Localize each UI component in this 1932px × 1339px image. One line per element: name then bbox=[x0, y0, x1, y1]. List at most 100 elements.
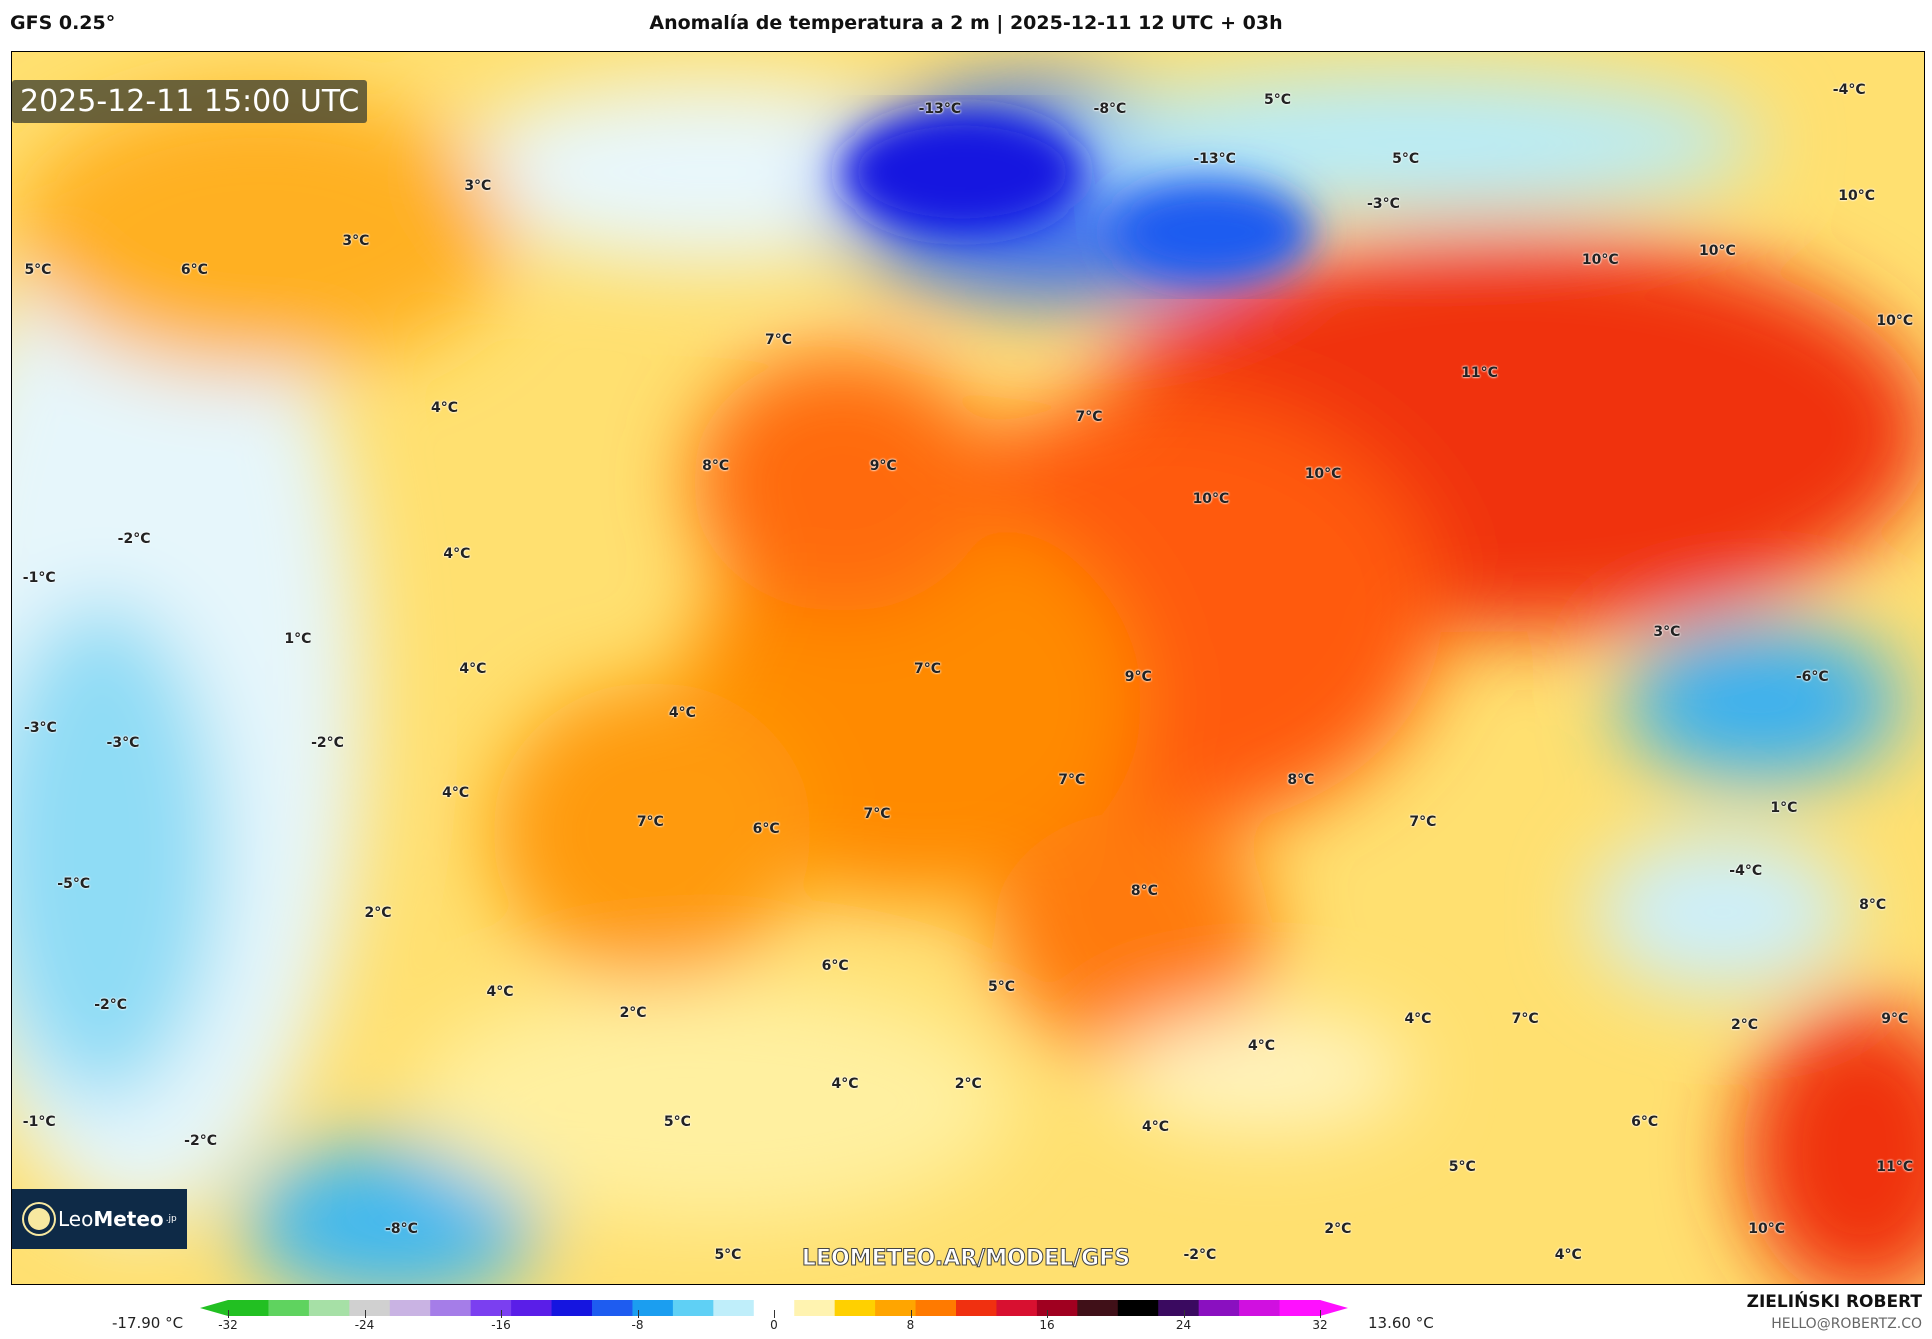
colorbar-swatch bbox=[753, 1300, 795, 1316]
colorbar-swatch bbox=[1198, 1300, 1240, 1316]
watermark: LEOMETEO.AR/MODEL/GFS bbox=[801, 1246, 1131, 1272]
contour-label: 2°C bbox=[1324, 1221, 1352, 1238]
colorbar-swatch bbox=[551, 1300, 593, 1316]
contour-label: -6°C bbox=[1795, 669, 1829, 686]
author-email[interactable]: HELLO@ROBERTZ.CO bbox=[1771, 1316, 1922, 1332]
colorbar-tick-mark bbox=[1047, 1310, 1048, 1318]
contour-label: 4°C bbox=[1404, 1010, 1432, 1027]
colorbar-swatch bbox=[308, 1300, 350, 1316]
valid-time-stamp: 2025-12-11 15:00 UTC bbox=[12, 80, 368, 123]
colorbar-swatch bbox=[713, 1300, 755, 1316]
colorbar-swatch bbox=[632, 1300, 674, 1316]
colorbar-extend-arrow bbox=[200, 1300, 228, 1316]
colorbar-swatch bbox=[511, 1300, 553, 1316]
contour-label: -2°C bbox=[184, 1132, 218, 1149]
contour-label: 10°C bbox=[1698, 243, 1736, 260]
contour-label: 10°C bbox=[1581, 251, 1619, 268]
contour-label: 7°C bbox=[914, 660, 942, 677]
colorbar-swatch bbox=[956, 1300, 997, 1316]
anomaly-field bbox=[12, 52, 1924, 1284]
contour-label: 5°C bbox=[663, 1114, 691, 1131]
colorbar bbox=[200, 1300, 1348, 1316]
contour-label: 7°C bbox=[863, 806, 891, 823]
contour-label: 4°C bbox=[1554, 1247, 1582, 1264]
colorbar-max-label: 13.60 °C bbox=[1368, 1314, 1434, 1332]
colorbar-tick-label: 32 bbox=[1312, 1318, 1328, 1332]
colorbar-swatch bbox=[1279, 1300, 1321, 1316]
colorbar-tick-mark bbox=[637, 1310, 639, 1318]
author-credit: ZIELIŃSKI ROBERT bbox=[1746, 1292, 1922, 1312]
contour-label: -2°C bbox=[311, 734, 344, 751]
contour-label: 5°C bbox=[987, 978, 1016, 995]
colorbar-tick-mark bbox=[1320, 1310, 1321, 1318]
colorbar-swatch bbox=[1117, 1300, 1159, 1316]
contour-label: 3°C bbox=[342, 233, 370, 250]
logo-text-light: Leo bbox=[58, 1207, 94, 1231]
contour-label: 3°C bbox=[464, 177, 492, 194]
contour-label: 8°C bbox=[702, 457, 730, 474]
colorbar-swatch bbox=[834, 1300, 876, 1316]
colorbar-swatch bbox=[592, 1300, 633, 1316]
contour-label: -4°C bbox=[1832, 81, 1866, 98]
contour-label: 9°C bbox=[869, 457, 897, 474]
colorbar-swatch bbox=[1077, 1300, 1119, 1316]
colorbar-tick-mark bbox=[364, 1310, 366, 1318]
contour-label: 7°C bbox=[764, 331, 792, 348]
colorbar-swatch bbox=[470, 1300, 512, 1316]
colorbar-swatch bbox=[389, 1300, 431, 1316]
logo-suffix: .jp bbox=[165, 1214, 177, 1224]
contour-label: -4°C bbox=[1729, 862, 1763, 879]
contour-label: -2°C bbox=[1183, 1247, 1217, 1264]
contour-label: 1°C bbox=[1770, 800, 1798, 817]
colorbar-swatch bbox=[996, 1300, 1038, 1316]
contour-label: -1°C bbox=[22, 569, 56, 586]
contour-label: 7°C bbox=[1409, 813, 1437, 830]
contour-label: 7°C bbox=[1058, 771, 1086, 788]
temperature-anomaly-map[interactable]: -13°C -8°C 5°C -4°C -13°C 5°C -3°C 10°C 3°C 3°C 6°… bbox=[11, 51, 1925, 1285]
contour-label: 5°C bbox=[1392, 150, 1420, 167]
contour-label: -13°C bbox=[1193, 150, 1236, 167]
contour-label: 7°C bbox=[1511, 1010, 1539, 1027]
contour-label: 9°C bbox=[1881, 1010, 1909, 1027]
model-name: GFS 0.25° bbox=[10, 12, 116, 34]
contour-label: 4°C bbox=[831, 1076, 859, 1093]
colorbar-swatch bbox=[875, 1300, 917, 1316]
contour-label: -3°C bbox=[24, 719, 57, 736]
colorbar-min-label: -17.90 °C bbox=[112, 1314, 184, 1332]
contour-label: 6°C bbox=[1631, 1114, 1659, 1131]
contour-label: 5°C bbox=[24, 261, 52, 278]
colorbar-swatch bbox=[672, 1300, 714, 1316]
contour-label: 6°C bbox=[752, 821, 780, 837]
colorbar-tick-label: -24 bbox=[354, 1318, 375, 1332]
contour-label: 4°C bbox=[431, 399, 459, 416]
contour-label: -2°C bbox=[117, 531, 151, 548]
contour-label: 6°C bbox=[821, 957, 849, 974]
contour-label: 2°C bbox=[364, 904, 392, 921]
contour-label: 8°C bbox=[1130, 882, 1158, 899]
contour-label: 2°C bbox=[1730, 1016, 1758, 1033]
contour-label: 1°C bbox=[284, 631, 312, 648]
leometeo-logo[interactable]: Leo Meteo .jp bbox=[12, 1189, 187, 1249]
colorbar-tick-label: 24 bbox=[1175, 1318, 1192, 1332]
contour-label: 4°C bbox=[486, 983, 514, 1000]
contour-label: 4°C bbox=[442, 785, 470, 802]
contour-label: 10°C bbox=[1876, 313, 1914, 330]
colorbar-extend-arrow bbox=[1320, 1300, 1348, 1316]
colorbar-tick-label: 0 bbox=[770, 1318, 778, 1332]
contour-label: 9°C bbox=[1124, 669, 1152, 686]
map-title: Anomalía de temperatura a 2 m | 2025-12-… bbox=[649, 12, 1283, 34]
contour-label: 3°C bbox=[1653, 623, 1681, 640]
colorbar-tick-mark bbox=[501, 1310, 502, 1318]
colorbar-swatch bbox=[268, 1300, 310, 1316]
contour-label: 8°C bbox=[1859, 897, 1887, 914]
contour-label: 4°C bbox=[1142, 1119, 1170, 1136]
colorbar-tick-mark bbox=[1183, 1310, 1185, 1318]
colorbar-tick-label: -8 bbox=[631, 1318, 644, 1332]
contour-label: 7°C bbox=[636, 813, 664, 830]
contour-label: 5°C bbox=[714, 1247, 742, 1264]
contour-label: 4°C bbox=[1247, 1037, 1275, 1054]
colorbar-swatch bbox=[794, 1300, 836, 1316]
contour-label: -1°C bbox=[22, 1114, 56, 1131]
contour-label: 4°C bbox=[459, 660, 487, 677]
contour-label: 10°C bbox=[1838, 187, 1875, 204]
